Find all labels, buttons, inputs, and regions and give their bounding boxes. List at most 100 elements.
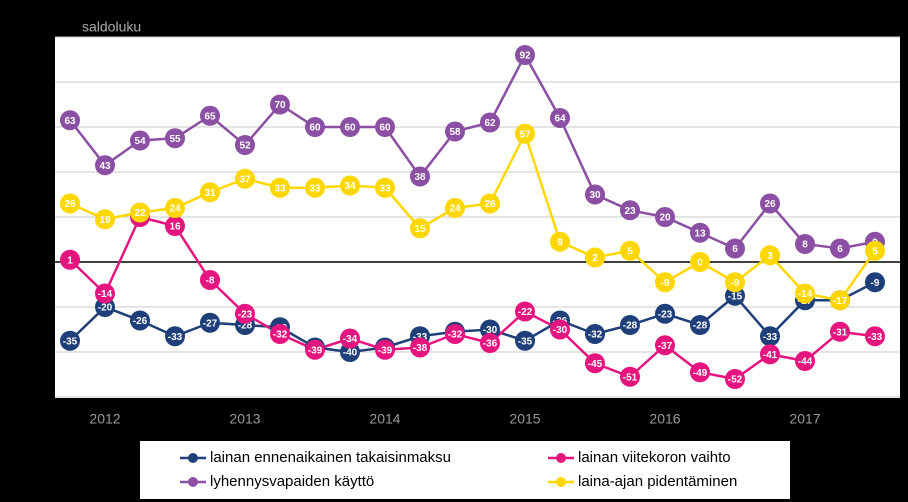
x-tick-label: 2013 (229, 411, 260, 427)
data-label: 64 (554, 114, 566, 125)
data-point (305, 177, 325, 198)
data-point (655, 303, 675, 324)
data-point (95, 209, 115, 230)
data-point (235, 303, 255, 324)
data-label: 33 (309, 183, 321, 194)
data-label: -35 (63, 336, 78, 347)
data-point (340, 328, 360, 349)
data-label: 5 (872, 246, 878, 257)
x-tick-label: 2012 (89, 411, 120, 427)
data-point (130, 202, 150, 223)
data-label: -39 (308, 345, 323, 356)
data-label: 26 (64, 199, 76, 210)
data-point (620, 200, 640, 221)
data-label: 37 (239, 174, 251, 185)
data-point (130, 310, 150, 331)
data-label: 60 (379, 123, 391, 134)
data-label: 13 (694, 228, 706, 239)
data-label: 31 (204, 188, 216, 199)
data-label: -45 (588, 359, 603, 370)
data-point (270, 94, 290, 115)
data-point (760, 344, 780, 365)
data-label: 30 (589, 190, 601, 201)
data-label: 6 (732, 244, 738, 255)
data-label: 52 (239, 141, 251, 152)
data-label: 24 (449, 204, 461, 215)
data-point (270, 177, 290, 198)
legend-marker (556, 453, 566, 463)
data-point (795, 351, 815, 371)
data-point (620, 315, 640, 335)
data-label: 92 (519, 51, 531, 62)
x-tick-label: 2015 (509, 411, 540, 427)
data-point (690, 362, 710, 383)
data-label: 55 (169, 134, 181, 145)
data-label: -20 (98, 303, 113, 314)
data-point (830, 290, 850, 311)
data-label: 57 (519, 129, 531, 140)
data-label: -33 (413, 332, 428, 343)
data-label: -32 (273, 330, 288, 341)
data-label: -51 (623, 372, 638, 383)
data-point (760, 245, 780, 266)
data-label: 33 (274, 183, 286, 194)
data-label: 9 (557, 237, 563, 248)
data-point (795, 234, 815, 254)
data-point (760, 326, 780, 347)
data-point (620, 366, 640, 387)
data-label: -22 (518, 307, 533, 318)
data-label: 58 (449, 127, 461, 138)
legend-label: lyhennysvapaiden käyttö (210, 473, 374, 490)
data-label: -27 (203, 318, 218, 329)
legend-marker (188, 477, 198, 487)
data-point (480, 333, 500, 353)
data-point (60, 249, 80, 270)
data-label: -34 (343, 334, 358, 345)
data-label: -28 (693, 321, 708, 332)
data-label: 26 (764, 199, 776, 210)
legend-label: lainan ennenaikainen takaisinmaksu (210, 449, 451, 466)
data-label: -49 (693, 368, 708, 379)
data-point (200, 182, 220, 203)
data-label: 23 (624, 206, 636, 217)
data-label: -14 (798, 289, 813, 300)
data-label: 24 (169, 204, 181, 215)
x-tick-label: 2017 (789, 411, 820, 427)
data-label: 63 (64, 116, 76, 127)
data-label: -32 (588, 330, 603, 341)
data-point (585, 247, 605, 268)
legend-label: lainan viitekoron vaihto (578, 449, 731, 466)
data-label: 16 (169, 222, 181, 233)
data-label: -9 (871, 278, 880, 289)
data-label: -31 (833, 327, 848, 338)
data-label: -14 (98, 289, 113, 300)
data-label: 8 (802, 240, 808, 251)
data-point (725, 369, 745, 389)
data-point (655, 272, 675, 293)
data-label: -30 (553, 325, 568, 336)
data-point (165, 128, 185, 149)
legend-marker (188, 453, 198, 463)
data-label: -39 (378, 345, 393, 356)
data-label: -28 (623, 321, 638, 332)
data-point (550, 108, 570, 128)
data-point (795, 283, 815, 304)
data-point (620, 240, 640, 261)
data-label: -26 (133, 316, 148, 327)
data-point (95, 283, 115, 304)
data-label: -52 (728, 375, 743, 386)
data-label: -23 (658, 309, 673, 320)
data-point (305, 339, 325, 360)
data-label: 26 (484, 199, 496, 210)
data-point (865, 272, 885, 293)
data-point (270, 324, 290, 344)
data-label: -33 (168, 332, 183, 343)
data-point (410, 337, 430, 358)
data-label: -41 (763, 350, 778, 361)
data-point (200, 105, 220, 126)
data-point (515, 301, 535, 322)
data-point (60, 330, 80, 351)
data-label: -37 (658, 341, 673, 352)
data-label: 34 (344, 181, 356, 192)
